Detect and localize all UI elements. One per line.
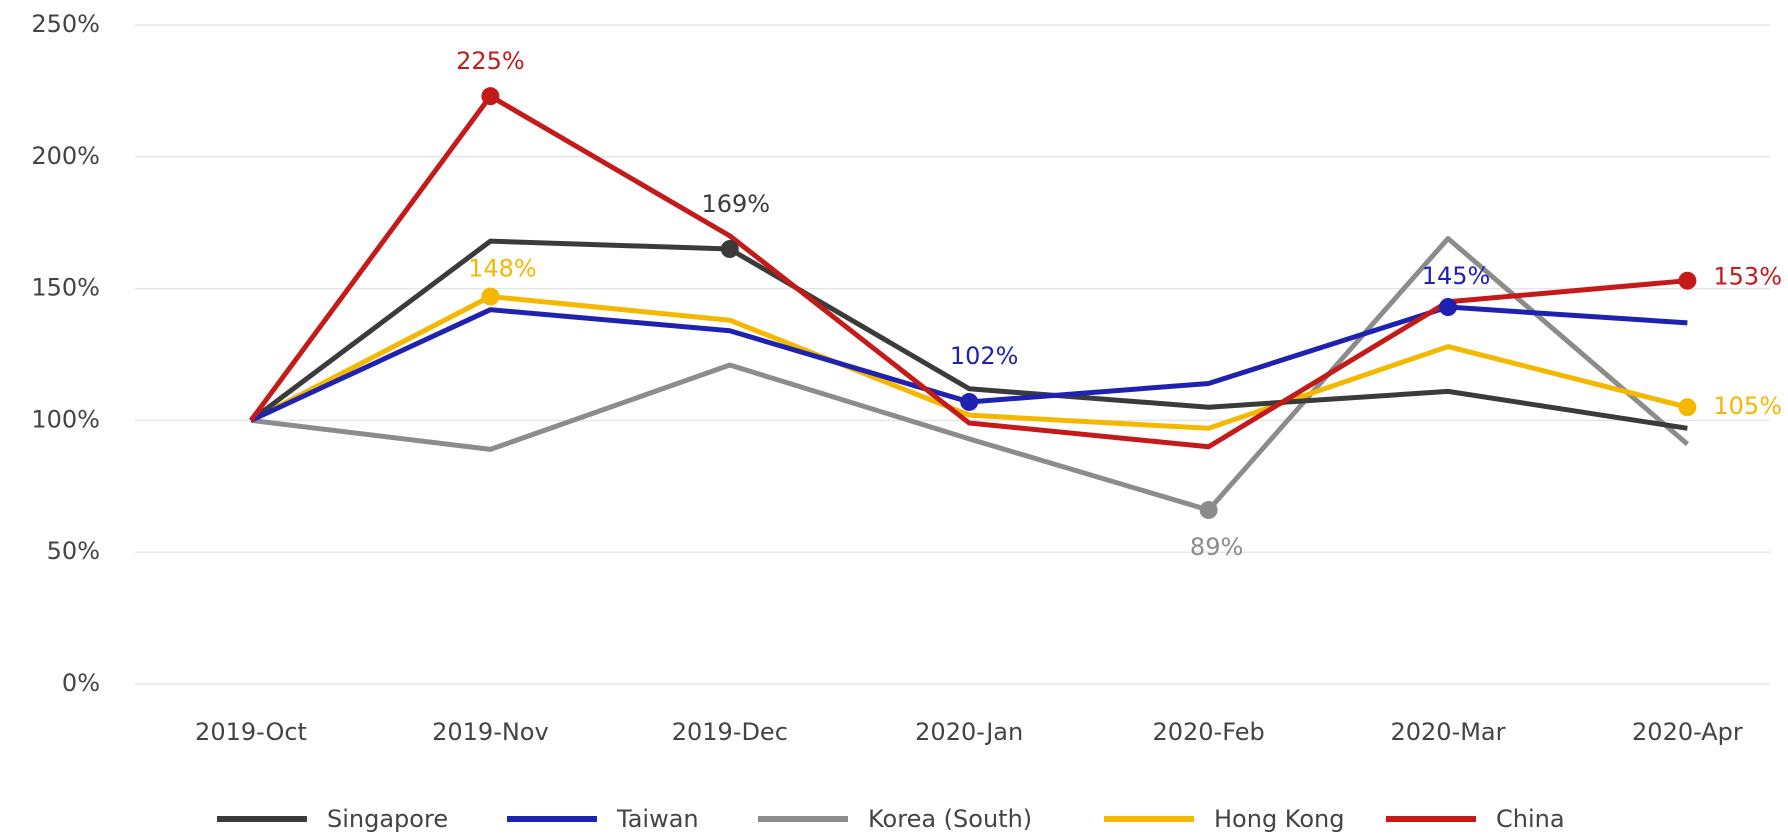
x-tick-label: 2020-Feb — [1152, 718, 1264, 746]
data-label: 102% — [950, 342, 1019, 370]
x-tick-label: 2019-Dec — [672, 718, 788, 746]
data-label: 105% — [1713, 392, 1782, 420]
point-marker — [481, 287, 500, 306]
data-label: 153% — [1713, 263, 1782, 291]
series-line — [249, 238, 1688, 431]
legend-label: Singapore — [327, 805, 448, 833]
x-tick-label: 2020-Jan — [915, 718, 1023, 746]
x-tick-label: 2019-Nov — [432, 718, 549, 746]
y-tick-label: 150% — [31, 274, 100, 302]
y-tick-label: 250% — [31, 10, 100, 38]
point-marker — [960, 392, 979, 411]
legend-label: Korea (South) — [868, 805, 1032, 833]
point-marker — [1678, 271, 1697, 290]
legend-label: China — [1496, 805, 1565, 833]
legend-label: Hong Kong — [1214, 805, 1344, 833]
x-tick-label: 2019-Oct — [195, 718, 307, 746]
point-marker — [1199, 501, 1218, 520]
point-marker — [1678, 398, 1697, 417]
point-marker — [720, 240, 739, 259]
data-label: 169% — [701, 190, 770, 218]
point-marker — [481, 87, 500, 106]
x-tick-label: 2020-Mar — [1390, 718, 1505, 746]
data-label: 225% — [456, 47, 525, 75]
data-label: 148% — [468, 255, 537, 283]
point-marker — [1439, 298, 1457, 317]
y-tick-label: 200% — [31, 142, 100, 170]
legend-label: Taiwan — [616, 805, 699, 833]
series-line — [250, 236, 1690, 513]
y-tick-label: 50% — [47, 537, 100, 565]
data-label: 89% — [1190, 533, 1243, 561]
y-tick-label: 0% — [62, 669, 100, 697]
y-tick-label: 100% — [31, 405, 100, 433]
data-label: 145% — [1422, 262, 1491, 290]
x-tick-label: 2020-Apr — [1632, 718, 1743, 746]
